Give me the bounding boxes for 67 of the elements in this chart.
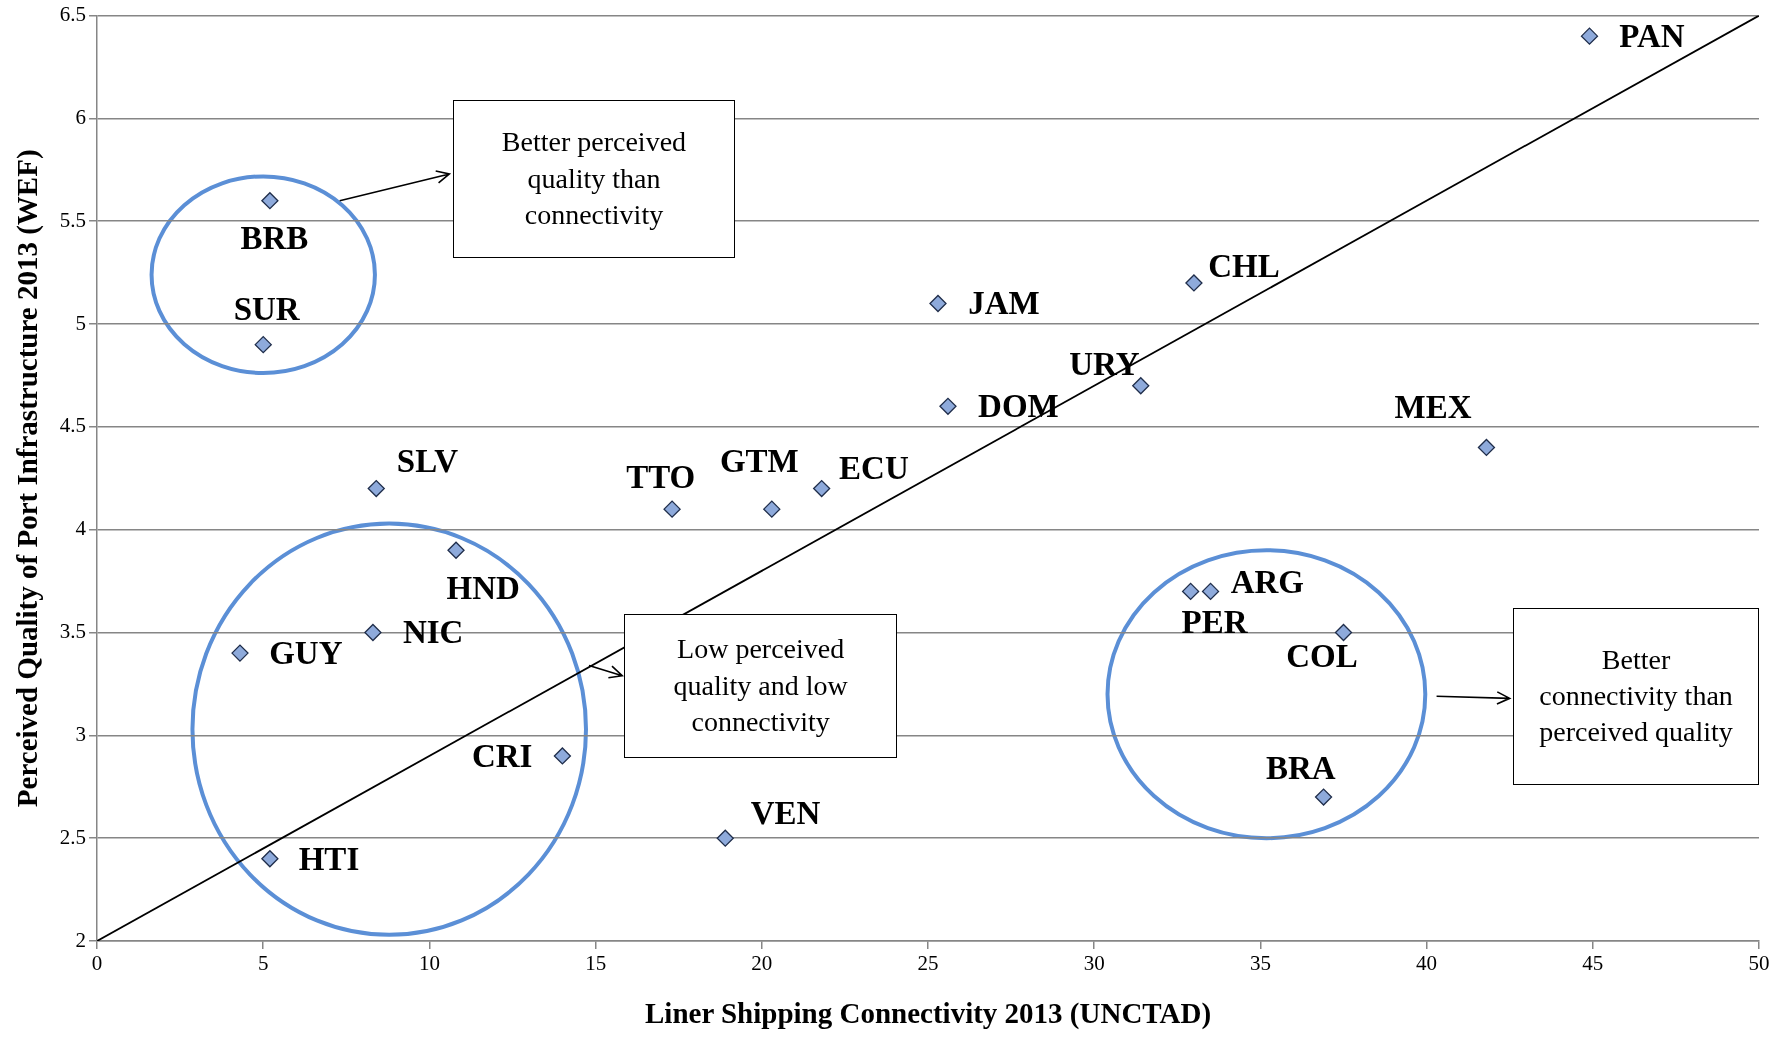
point [1201, 582, 1220, 601]
data-label: ARG [1230, 564, 1305, 601]
point [261, 192, 279, 210]
x-tick-label: 25 [917, 951, 939, 976]
data-label: HTI [298, 840, 360, 877]
data-label: CRI [471, 737, 533, 774]
data-label: GUY [269, 634, 343, 671]
y-axis-title: Perceived Quality of Port Infrastructure 2013 (WEF) [10, 149, 44, 808]
y-tick-label: 3 [75, 721, 87, 746]
point [1181, 582, 1200, 601]
data-label: SLV [396, 443, 459, 480]
point [813, 479, 831, 498]
data-label: ECU [839, 449, 909, 486]
data-label: VEN [750, 794, 821, 831]
point [261, 850, 279, 868]
point [1580, 27, 1599, 45]
point [1132, 377, 1150, 395]
point [929, 294, 947, 313]
data-label: COL [1286, 638, 1358, 675]
x-tick-label: 5 [257, 951, 269, 976]
point [763, 500, 781, 518]
data-label: DOM [978, 388, 1059, 425]
data-label: BRA [1266, 750, 1336, 787]
x-tick-label: 30 [1083, 951, 1105, 976]
point [1334, 623, 1353, 642]
point [231, 644, 249, 662]
data-label: JAM [968, 285, 1040, 322]
y-tick-label: 4 [75, 516, 87, 541]
x-tick-label: 0 [91, 951, 103, 976]
x-tick-label: 35 [1249, 951, 1271, 976]
y-tick-label: 4.5 [59, 413, 87, 438]
y-tick-label: 5 [75, 310, 87, 335]
data-label: URY [1069, 345, 1140, 382]
data-label: HND [446, 569, 520, 606]
data-label: TTO [626, 459, 696, 496]
data-label: PER [1181, 603, 1249, 640]
data-label: NIC [402, 614, 464, 651]
y-tick-label: 2.5 [59, 824, 87, 849]
point [1185, 274, 1203, 292]
x-tick-label: 45 [1582, 951, 1604, 976]
point [364, 623, 382, 642]
point [367, 479, 385, 498]
point [254, 335, 272, 354]
y-tick-label: 5.5 [59, 207, 87, 232]
point [553, 747, 572, 765]
data-label: CHL [1208, 247, 1280, 284]
y-tick-label: 6 [75, 104, 87, 129]
point [1314, 788, 1333, 806]
y-tick-label: 2 [75, 927, 87, 952]
x-tick-label: 20 [751, 951, 773, 976]
point [447, 541, 465, 559]
point [663, 500, 681, 518]
x-tick-label: 10 [418, 951, 440, 976]
x-tick-label: 15 [585, 951, 607, 976]
x-axis-title: Liner Shipping Connectivity 2013 (UNCTAD) [644, 997, 1212, 1031]
data-label: GTM [719, 443, 799, 480]
data-label: BRB [240, 219, 309, 256]
data-label: PAN [1619, 17, 1685, 54]
y-tick-label: 3.5 [59, 619, 87, 644]
y-tick-label: 6.5 [59, 2, 87, 27]
x-tick-label: 50 [1748, 951, 1770, 976]
x-tick-label: 40 [1416, 951, 1438, 976]
point [716, 829, 734, 847]
point [939, 397, 957, 415]
data-label: SUR [233, 291, 301, 328]
data-label: MEX [1394, 389, 1472, 426]
point [1477, 438, 1496, 457]
